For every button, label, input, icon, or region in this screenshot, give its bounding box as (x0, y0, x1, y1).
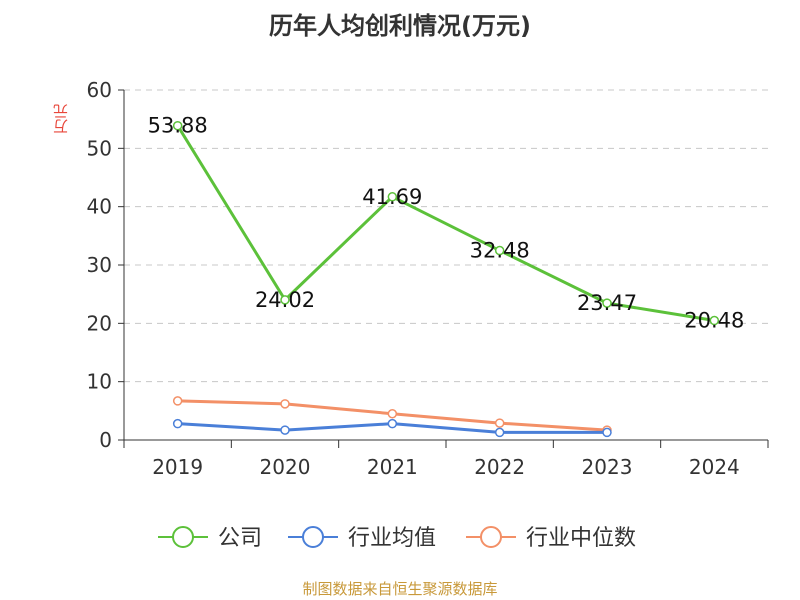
data-label: 23.47 (577, 291, 637, 315)
y-tick-label: 0 (99, 428, 112, 452)
data-point (172, 396, 183, 406)
chart-title: 历年人均创利情况(万元) (269, 12, 531, 40)
data-point (494, 427, 505, 438)
y-tick-label: 30 (87, 253, 112, 277)
legend-label: 公司 (218, 526, 262, 551)
data-point (494, 418, 505, 428)
y-tick-label: 20 (87, 311, 112, 335)
x-tick-label: 2023 (582, 455, 633, 479)
data-label: 41.69 (362, 185, 422, 209)
y-tick-label: 50 (87, 136, 112, 160)
series-line (176, 124, 715, 323)
data-point (172, 418, 183, 429)
data-point (602, 427, 612, 438)
legend-label: 行业均值 (348, 526, 436, 551)
data-point (172, 120, 183, 131)
legend-marker (302, 526, 324, 548)
data-point (387, 418, 398, 429)
data-label: 53.88 (148, 114, 208, 138)
data-label: 20.48 (684, 309, 744, 333)
data-point (280, 399, 290, 409)
data-point (280, 425, 290, 435)
y-tick-label: 10 (87, 370, 112, 394)
data-point (602, 298, 612, 308)
x-tick-label: 2024 (689, 455, 740, 479)
data-point (709, 315, 720, 326)
data-point (280, 295, 290, 305)
x-tick-label: 2021 (367, 455, 418, 479)
data-label: 32.48 (470, 239, 530, 263)
data-point (387, 192, 398, 202)
x-tick-label: 2019 (152, 455, 203, 479)
legend-marker (480, 526, 502, 548)
legend-label: 行业中位数 (526, 526, 636, 551)
x-tick-label: 2022 (474, 455, 525, 479)
data-label: 24.02 (255, 288, 315, 312)
data-point (494, 245, 505, 256)
y-tick-label: 60 (87, 78, 112, 102)
y-tick-label: 40 (87, 195, 112, 219)
data-source-note: 制图数据来自恒生聚源数据库 (302, 580, 498, 598)
legend-marker (172, 526, 194, 548)
x-tick-label: 2020 (260, 455, 311, 479)
data-point (387, 409, 398, 419)
